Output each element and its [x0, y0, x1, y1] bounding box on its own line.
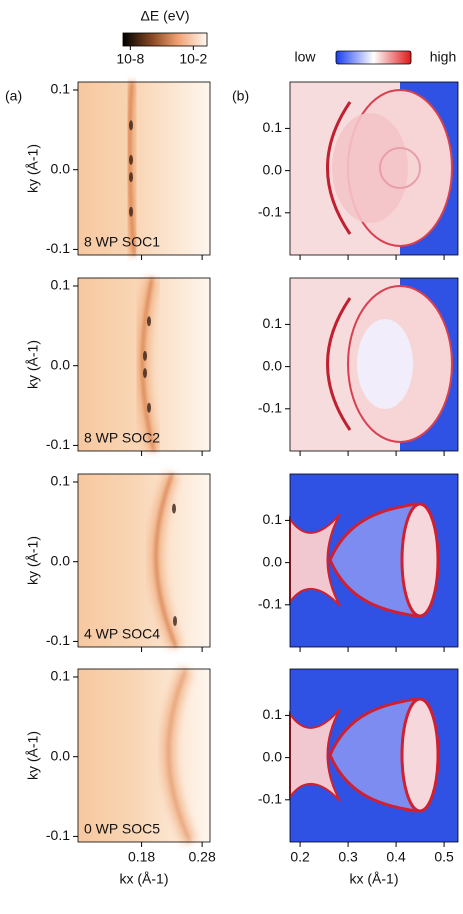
y-tick-label: 0.1: [263, 315, 283, 331]
y-axis-label: ky (Å-1): [25, 340, 41, 389]
x-tick-label: 0.28: [189, 849, 216, 865]
plot-frame: [77, 473, 211, 648]
y-tick-label: 0.0: [263, 553, 283, 569]
y-tick-label: 0.0: [263, 748, 283, 764]
heatmap: [78, 666, 210, 845]
arc: [326, 297, 352, 431]
plot-frame: [77, 277, 211, 452]
y-axis-label: ky (Å-1): [25, 731, 41, 780]
star: [289, 513, 341, 607]
heatmap: [78, 276, 210, 453]
y-tick-label: 0.0: [263, 161, 283, 177]
y-tick-label: -0.1: [258, 596, 282, 612]
y-tick-label: -0.1: [258, 791, 282, 807]
inner: [332, 113, 408, 223]
y-tick-label: -0.1: [46, 240, 70, 256]
y-tick-label: 0.1: [51, 668, 71, 684]
x-axis-label: kx (Å-1): [120, 871, 169, 887]
colorbar-low: low: [294, 49, 316, 65]
weyl-point: [143, 350, 147, 361]
annotation: 4 WP SOC4: [84, 626, 160, 642]
heatmap-bg: [78, 474, 210, 647]
y-tick-label: -0.1: [258, 400, 282, 416]
colorbar-tick-label: 10-2: [179, 51, 207, 67]
heatmap-bg: [78, 82, 210, 255]
y-tick-label: 0.0: [51, 356, 71, 372]
y-tick-label: -0.1: [46, 436, 70, 452]
weyl-point: [173, 616, 177, 627]
y-tick-label: -0.1: [46, 827, 70, 843]
plot-frame: [289, 81, 459, 256]
x-tick-label: 0.2: [290, 849, 310, 865]
y-tick-label: 0.1: [51, 81, 71, 97]
y-tick-label: 0.1: [51, 473, 71, 489]
heatmap: [289, 474, 458, 647]
y-tick-label: 0.0: [51, 160, 71, 176]
blob: [400, 502, 440, 618]
band: [167, 668, 192, 843]
y-tick-label: 0.1: [263, 511, 283, 527]
band: [141, 277, 156, 452]
plot-frame: [289, 473, 459, 648]
weyl-point: [129, 154, 133, 165]
plot-frame: [77, 81, 211, 256]
colorbar-2: [335, 50, 412, 65]
blob: [400, 697, 440, 813]
ring: [379, 147, 421, 189]
x-tick-label: 0.5: [434, 849, 454, 865]
weyl-point: [129, 206, 133, 217]
star: [289, 708, 341, 802]
y-axis-label: ky (Å-1): [25, 536, 41, 585]
panel-label: (a): [5, 88, 22, 104]
y-tick-label: 0.0: [51, 552, 71, 568]
y-tick-label: 0.1: [263, 706, 283, 722]
heatmap: [290, 278, 458, 451]
weyl-point: [172, 503, 176, 514]
weyl-point: [129, 120, 133, 131]
y-tick-label: 0.1: [263, 119, 283, 135]
x-tick-label: 0.4: [386, 849, 406, 865]
y-axis-label: ky (Å-1): [25, 144, 41, 193]
weyl-point: [147, 316, 151, 327]
weyl-point: [143, 368, 147, 379]
panel-label: (b): [232, 88, 249, 104]
heatmap-bg: [78, 669, 210, 842]
colorbar-high: high: [430, 49, 456, 65]
heatmap: [78, 81, 210, 256]
y-tick-label: 0.0: [263, 357, 283, 373]
y-tick-label: 0.1: [51, 277, 71, 293]
x-tick-label: 0.3: [338, 849, 358, 865]
band: [128, 81, 136, 256]
annotation: 8 WP SOC1: [84, 234, 160, 250]
y-tick-label: -0.1: [258, 204, 282, 220]
annotation: 8 WP SOC2: [84, 430, 160, 446]
x-tick-label: 0.18: [128, 849, 155, 865]
plot-frame: [77, 668, 211, 843]
heatmap: [289, 669, 458, 842]
weyl-point: [147, 402, 151, 413]
inner: [357, 319, 413, 409]
band: [154, 473, 178, 648]
y-tick-label: -0.1: [46, 632, 70, 648]
heatmap: [290, 82, 458, 255]
colorbar: [122, 32, 208, 47]
colorbar-tick-label: 10-8: [116, 51, 144, 67]
weyl-point: [129, 172, 133, 183]
plot-frame: [289, 277, 459, 452]
annotation: 0 WP SOC5: [84, 821, 160, 837]
y-tick-label: 0.0: [51, 747, 71, 763]
colorbar-title: ΔE (eV): [140, 8, 189, 24]
plot-frame: [289, 668, 459, 843]
arc: [326, 101, 352, 235]
heatmap: [78, 471, 210, 650]
x-axis-label: kx (Å-1): [350, 871, 399, 887]
